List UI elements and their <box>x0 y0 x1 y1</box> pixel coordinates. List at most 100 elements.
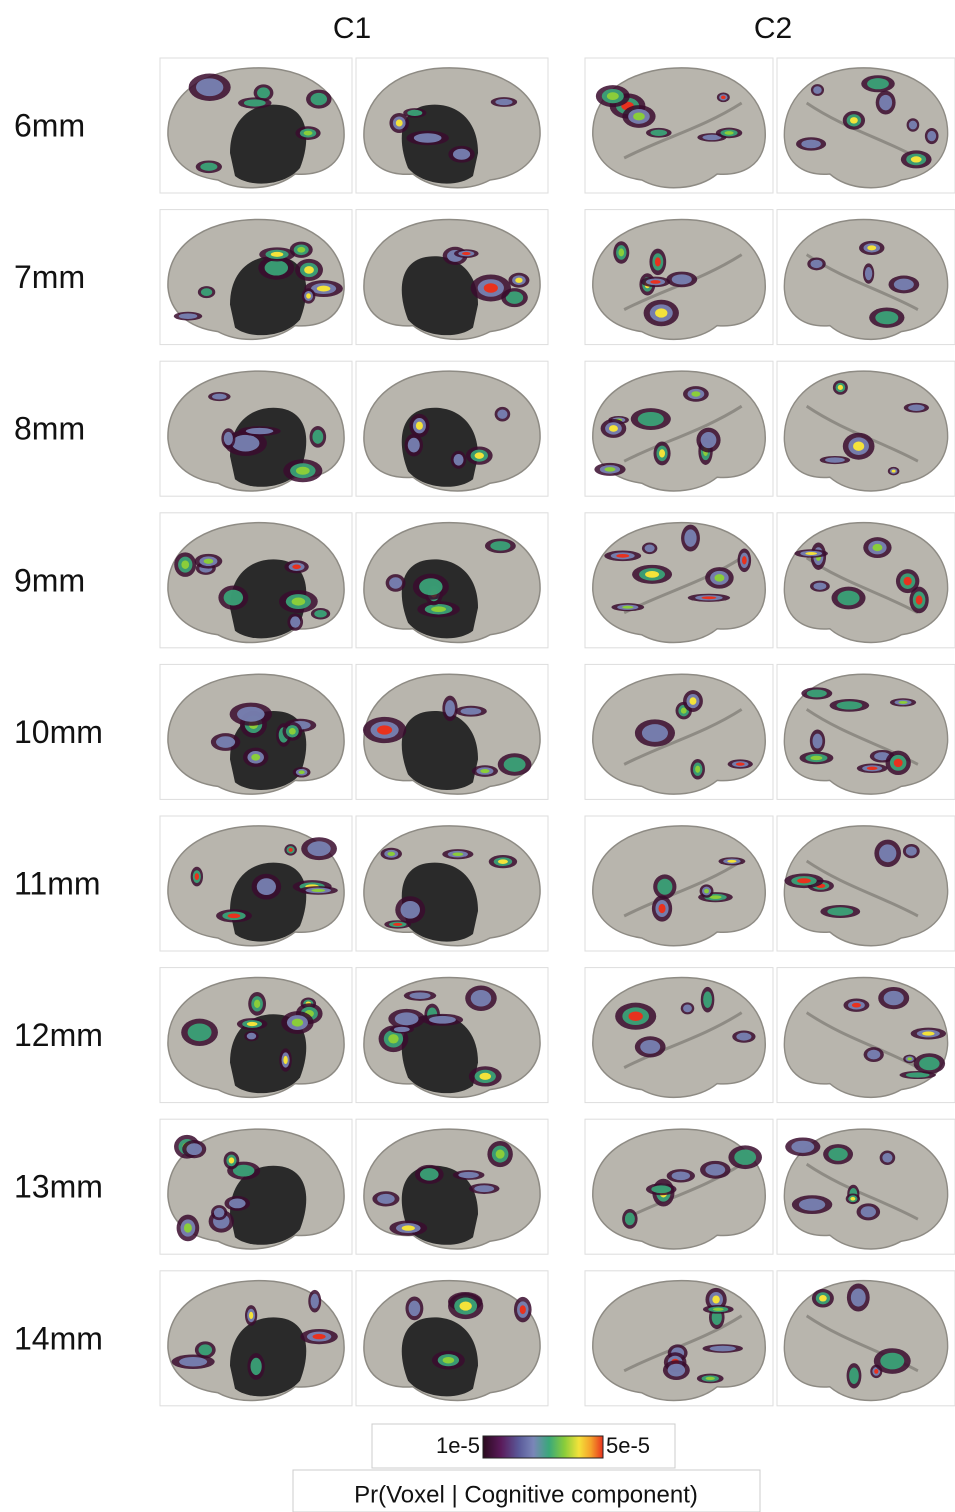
activation <box>898 700 908 704</box>
activation <box>622 605 634 609</box>
activation <box>288 847 293 852</box>
brain-panel <box>584 57 774 194</box>
activation <box>431 606 447 613</box>
activation <box>712 1295 720 1304</box>
brain <box>592 1128 766 1250</box>
activation <box>470 989 492 1007</box>
activation <box>922 1031 935 1036</box>
activation <box>919 1056 940 1071</box>
activation <box>429 1015 456 1024</box>
column-header: C2 <box>754 12 792 45</box>
brain-panel <box>776 360 955 497</box>
activation <box>735 762 745 766</box>
activation <box>497 859 508 864</box>
activation <box>671 1171 691 1181</box>
medial-wall <box>230 104 307 184</box>
activation <box>419 578 443 596</box>
row-label: 9mm <box>14 562 85 598</box>
activation <box>908 120 918 130</box>
activation <box>695 765 701 773</box>
activation <box>827 907 854 916</box>
activation <box>671 274 692 285</box>
activation <box>624 1212 635 1226</box>
activation <box>459 1301 472 1311</box>
activation <box>654 257 661 267</box>
activation <box>709 1345 736 1352</box>
activation <box>256 878 276 896</box>
activation <box>828 1147 848 1161</box>
brain <box>363 1128 541 1250</box>
activation <box>633 112 645 121</box>
activation <box>860 1206 876 1218</box>
brain-panel <box>776 209 955 346</box>
activation <box>867 245 877 251</box>
brain-panel <box>159 512 353 649</box>
activation <box>292 564 301 570</box>
row-label: 12mm <box>14 1017 103 1053</box>
activation <box>849 1367 859 1385</box>
activation <box>874 752 891 761</box>
brain-panel <box>584 209 774 346</box>
brain <box>363 825 541 947</box>
activation <box>203 558 214 564</box>
activation <box>216 736 236 748</box>
activation <box>837 384 844 390</box>
brain-panel <box>159 967 353 1104</box>
brain-panel <box>355 815 549 952</box>
activation <box>388 1034 399 1044</box>
activation <box>813 582 827 590</box>
sulcus <box>623 708 743 766</box>
brain <box>783 370 949 492</box>
brain-panel <box>776 967 955 1104</box>
activation <box>850 1288 866 1307</box>
colorbar-title-box <box>292 1469 761 1512</box>
brain-surface <box>783 522 949 644</box>
activation <box>179 1357 208 1367</box>
activation <box>880 1352 905 1370</box>
brain-panel <box>355 512 549 649</box>
activation <box>651 1185 672 1194</box>
brain <box>363 522 541 644</box>
activation <box>243 99 266 107</box>
brain <box>167 673 345 795</box>
row-label: 10mm <box>14 714 103 750</box>
medial-wall <box>230 1165 307 1245</box>
activation <box>413 133 442 143</box>
activation <box>505 291 524 304</box>
activation <box>701 596 717 600</box>
activation <box>903 576 912 586</box>
activation <box>394 1012 419 1026</box>
activation <box>474 452 484 459</box>
medial-wall <box>401 862 478 942</box>
brain-panel <box>355 1118 549 1255</box>
row-label: 8mm <box>14 411 85 447</box>
brain <box>783 976 949 1099</box>
sulcus <box>623 101 743 160</box>
brain <box>592 976 766 1099</box>
brain <box>783 67 949 189</box>
activation <box>245 427 274 435</box>
activation <box>474 1185 495 1193</box>
activation <box>927 130 937 142</box>
activation <box>198 1344 213 1356</box>
row-label: 13mm <box>14 1169 103 1205</box>
activation <box>872 543 883 552</box>
activation <box>704 888 709 894</box>
brain-surface <box>783 976 949 1099</box>
brain <box>592 370 766 492</box>
colorbar-min: 1e-5 <box>436 1433 480 1458</box>
activation <box>306 293 311 299</box>
brain-panel <box>159 209 353 346</box>
brain-panel <box>355 209 549 346</box>
brain-surface <box>592 522 766 644</box>
brain-surface <box>592 673 766 795</box>
activation <box>248 1311 254 1320</box>
brain <box>167 1128 345 1250</box>
activation <box>805 552 818 555</box>
activation <box>181 560 190 569</box>
activation <box>237 706 265 722</box>
activation <box>864 266 873 281</box>
activation <box>227 913 241 919</box>
